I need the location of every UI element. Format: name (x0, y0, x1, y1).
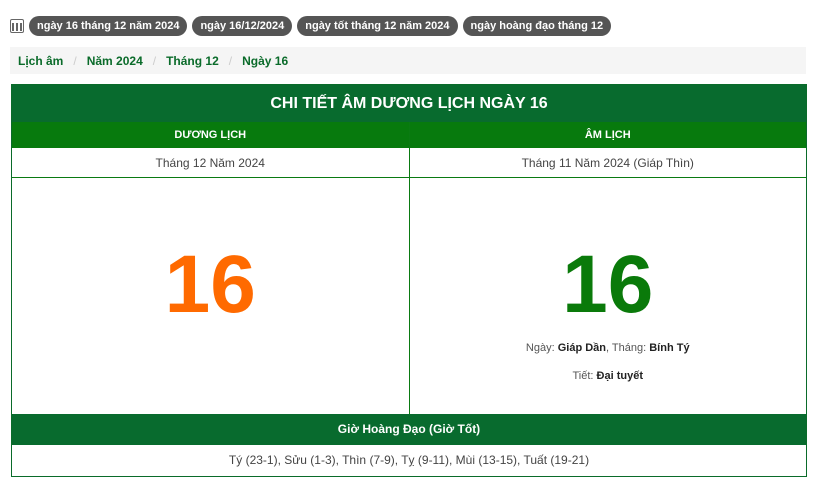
breadcrumb: Lịch âm / Năm 2024 / Tháng 12 / Ngày 16 (10, 47, 806, 74)
separator: / (152, 53, 157, 68)
breadcrumb-month[interactable]: Tháng 12 (166, 53, 219, 68)
separator: / (228, 53, 233, 68)
breadcrumb-lich-am[interactable]: Lịch âm (18, 53, 64, 68)
breadcrumb-day[interactable]: Ngày 16 (242, 53, 289, 68)
separator: / (73, 53, 77, 68)
month-value: Bính Tý (649, 342, 690, 354)
month-label: , Tháng: (606, 342, 650, 354)
lunar-month: Tháng 11 Năm 2024 (Giáp Thìn) (408, 148, 806, 178)
tag-link[interactable]: ngày 16 tháng 12 năm 2024 (29, 16, 188, 36)
good-hours-header: Giờ Hoàng Đạo (Giờ Tốt) (12, 414, 806, 445)
lunar-header: ÂM LỊCH (408, 122, 806, 148)
tag-link[interactable]: ngày 16/12/2024 (192, 16, 293, 36)
can-chi-info: Ngày: Giáp Dần, Tháng: Bính Tý (410, 342, 807, 354)
tag-bar: ngày 16 tháng 12 năm 2024 ngày 16/12/202… (10, 16, 612, 36)
term-value: Đại tuyết (596, 370, 643, 382)
tag-link[interactable]: ngày tốt tháng 12 năm 2024 (297, 16, 458, 36)
solar-month: Tháng 12 Năm 2024 (12, 148, 409, 178)
solar-header: DƯƠNG LỊCH (12, 122, 409, 148)
table-title: CHI TIẾT ÂM DƯƠNG LỊCH NGÀY 16 (12, 85, 806, 122)
calendar-icon (10, 19, 24, 33)
lunar-day-number: 16 (562, 239, 654, 330)
solar-term-info: Tiết: Đại tuyết (410, 370, 807, 382)
breadcrumb-year[interactable]: Năm 2024 (86, 53, 143, 68)
term-label: Tiết: (572, 370, 597, 382)
calendar-detail-table: CHI TIẾT ÂM DƯƠNG LỊCH NGÀY 16 DƯƠNG LỊC… (11, 84, 807, 477)
good-hours-list: Tý (23-1), Sửu (1-3), Thìn (7-9), Tỵ (9-… (228, 453, 590, 467)
day-value: Giáp Dần (557, 342, 607, 354)
tag-link[interactable]: ngày hoàng đạo tháng 12 (462, 16, 612, 36)
day-label: Ngày: (525, 342, 558, 354)
solar-day-number: 16 (164, 239, 256, 330)
